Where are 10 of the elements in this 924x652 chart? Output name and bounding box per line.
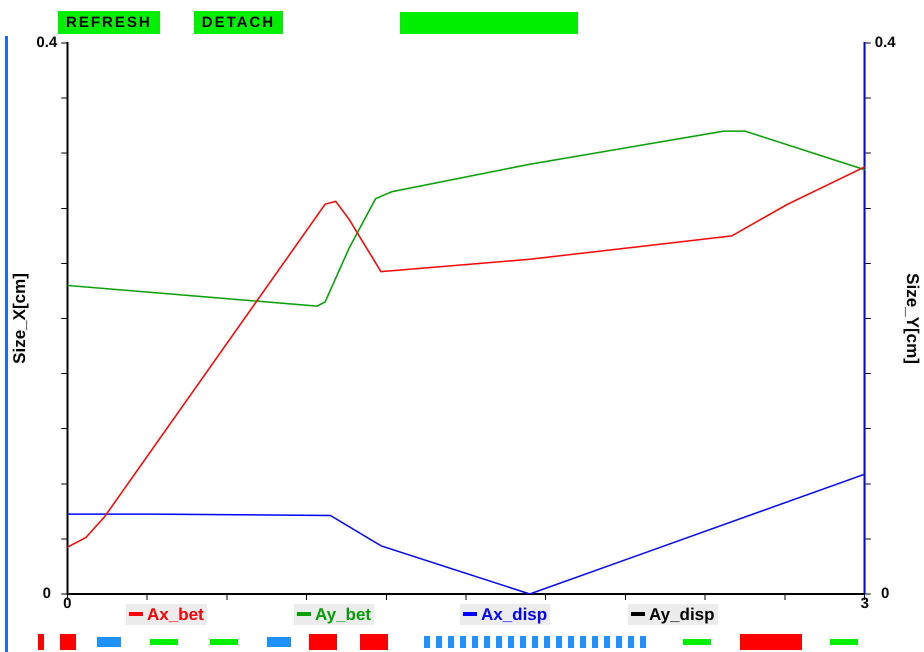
y2-tick-label: 0.4 xyxy=(874,34,896,52)
y2-axis-title: Size_Y[cm] xyxy=(903,273,922,364)
text: DETACH xyxy=(194,11,284,34)
legend-label: Ay_disp xyxy=(628,604,718,625)
legend-label: Ax_disp xyxy=(460,604,550,625)
legend-label: Ay_bet xyxy=(294,604,374,625)
y-axis-title: Size_X[cm] xyxy=(10,273,29,364)
legend-label: Ax_bet xyxy=(126,604,207,625)
text: REFRESH xyxy=(58,11,160,34)
x-tick-label: 3 xyxy=(860,595,869,612)
